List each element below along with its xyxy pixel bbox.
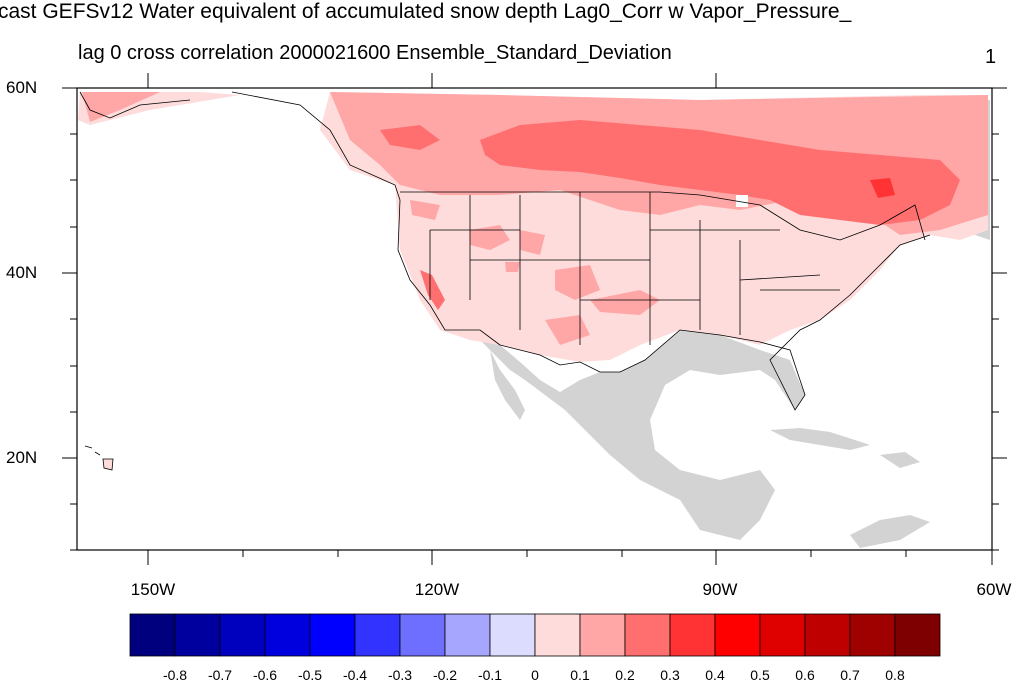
colorbar-tick-label: 0.4 (705, 667, 725, 683)
colorbar-tick-label: 0.8 (885, 667, 905, 683)
colorbar-swatch (354, 613, 401, 657)
colorbar-swatch (669, 613, 716, 657)
colorbar-swatch (849, 613, 896, 657)
colorbar-tick-label: -0.4 (342, 667, 368, 683)
colorbar-swatch (174, 613, 221, 657)
correlation-field (78, 92, 988, 470)
colorbar-tick-label: 0.5 (750, 667, 770, 683)
colorbar-tick-label: -0.8 (162, 667, 188, 683)
colorbar-swatch (804, 613, 851, 657)
colorbar-tick-label: 0.2 (615, 667, 635, 683)
colorbar-tick-label: -0.6 (252, 667, 278, 683)
colorbar-tick-label: -0.7 (207, 667, 233, 683)
colorbar-swatch (309, 613, 356, 657)
plot-title: cast GEFSv12 Water equivalent of accumul… (0, 0, 852, 23)
colorbar-swatch (759, 613, 806, 657)
colorbar-swatch (489, 613, 536, 657)
panel-number: 1 (985, 46, 997, 68)
lon-label-120w: 120W (414, 580, 460, 599)
tick-marks (62, 73, 1007, 565)
colorbar-swatch (219, 613, 266, 657)
boundaries (79, 91, 931, 471)
colorbar-swatch (264, 613, 311, 657)
colorbar-swatch (129, 613, 176, 657)
colorbar-swatch (624, 613, 671, 657)
colorbar-tick-label: -0.1 (477, 667, 503, 683)
colorbar-tick-label: 0.1 (570, 667, 590, 683)
lat-label-20n: 20N (6, 448, 38, 467)
colorbar-tick-label: -0.5 (297, 667, 323, 683)
colorbar (129, 613, 941, 657)
colorbar-tick-label: -0.2 (432, 667, 458, 683)
colorbar-tick-label: 0.3 (660, 667, 680, 683)
lon-label-150w: 150W (130, 580, 176, 599)
plot-subtitle: lag 0 cross correlation 2000021600 Ensem… (78, 42, 672, 64)
colorbar-swatch (894, 613, 941, 657)
colorbar-swatch (444, 613, 491, 657)
colorbar-swatch (399, 613, 446, 657)
colorbar-tick-label: 0 (531, 667, 539, 683)
colorbar-swatch (714, 613, 761, 657)
colorbar-tick-label: 0.6 (795, 667, 815, 683)
lat-label-60n: 60N (6, 78, 38, 97)
lon-label-60w: 60W (976, 580, 1012, 599)
lat-label-40n: 40N (6, 263, 38, 282)
colorbar-swatch (579, 613, 626, 657)
colorbar-tick-label: 0.7 (840, 667, 860, 683)
lon-label-90w: 90W (702, 580, 738, 599)
colorbar-swatch (534, 613, 581, 657)
colorbar-tick-label: -0.3 (387, 667, 413, 683)
